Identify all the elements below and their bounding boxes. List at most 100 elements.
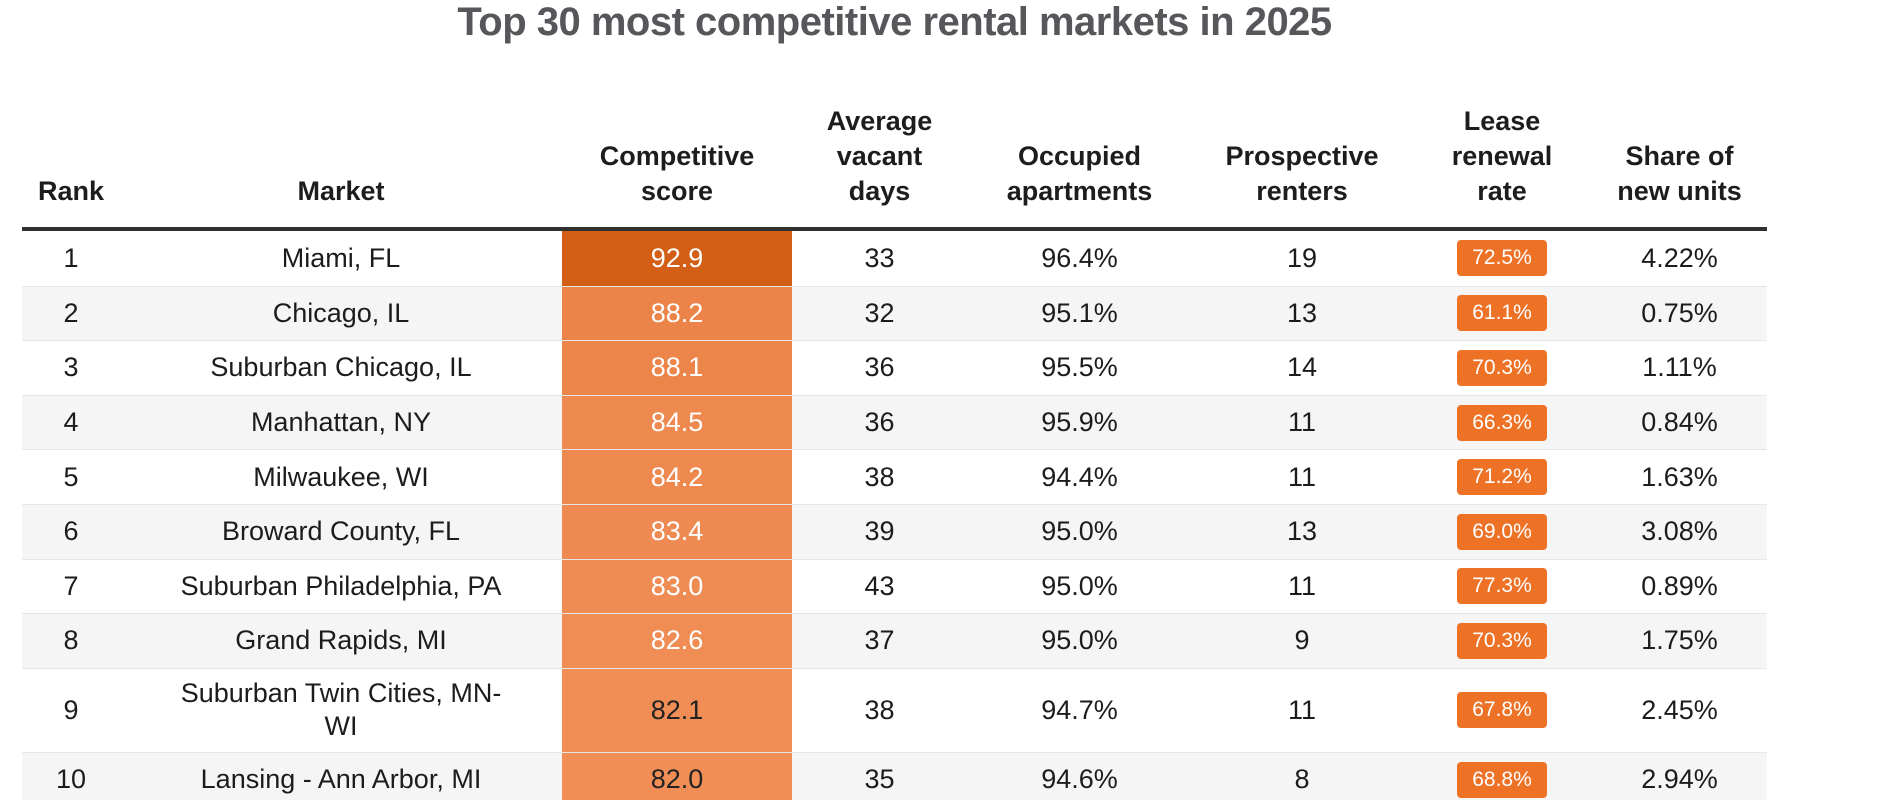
competitive-score-cell: 82.1 bbox=[562, 668, 792, 752]
occupied-apartments-cell: 95.0% bbox=[1041, 570, 1118, 601]
market-cell: Lansing - Ann Arbor, MI bbox=[200, 764, 482, 795]
share-new-units-cell: 3.08% bbox=[1641, 516, 1718, 547]
vacant-days-cell: 32 bbox=[864, 297, 895, 328]
lease-renewal-badge: 70.3% bbox=[1457, 349, 1547, 386]
lease-renewal-badge: 68.8% bbox=[1457, 761, 1547, 798]
competitive-score-cell: 83.4 bbox=[562, 504, 792, 559]
col-header-average-vacant-days: Average vacant days bbox=[826, 106, 933, 206]
lease-renewal-cell: 70.3% bbox=[1412, 614, 1592, 668]
vacant-days-cell: 43 bbox=[864, 570, 895, 601]
col-header-occupied-apartments: Occupied apartments bbox=[1006, 141, 1153, 206]
lease-renewal-cell: 66.3% bbox=[1412, 396, 1592, 450]
lease-renewal-badge: 67.8% bbox=[1457, 692, 1547, 729]
lease-renewal-badge: 69.0% bbox=[1457, 513, 1547, 550]
table-row: 3 Suburban Chicago, IL 88.1 36 95.5% 14 … bbox=[22, 340, 1767, 395]
table-row: 9 Suburban Twin Cities, MN-WI 82.1 38 94… bbox=[22, 667, 1767, 752]
rank-cell: 6 bbox=[63, 516, 79, 547]
prospective-renters-cell: 8 bbox=[1294, 764, 1310, 795]
col-header-competitive-score: Competitive score bbox=[599, 141, 755, 206]
competitive-score-cell: 83.0 bbox=[562, 559, 792, 614]
share-new-units-cell: 4.22% bbox=[1641, 242, 1718, 273]
col-header-lease-renewal-rate: Lease renewal rate bbox=[1451, 106, 1553, 206]
rank-cell: 10 bbox=[55, 764, 87, 795]
lease-renewal-badge: 72.5% bbox=[1457, 240, 1547, 277]
share-new-units-cell: 0.89% bbox=[1641, 570, 1718, 601]
table-row: 6 Broward County, FL 83.4 39 95.0% 13 69… bbox=[22, 503, 1767, 559]
market-cell: Suburban Twin Cities, MN-WI bbox=[180, 678, 502, 742]
vacant-days-cell: 36 bbox=[864, 352, 895, 383]
rank-cell: 9 bbox=[63, 694, 79, 725]
lease-renewal-cell: 67.8% bbox=[1412, 669, 1592, 752]
occupied-apartments-cell: 96.4% bbox=[1041, 242, 1118, 273]
prospective-renters-cell: 11 bbox=[1287, 461, 1317, 492]
competitive-score-cell: 92.9 bbox=[562, 231, 792, 286]
rental-markets-table: Rank Market Competitive score Average va… bbox=[22, 0, 1767, 800]
col-header-rank: Rank bbox=[37, 176, 105, 206]
table-row: 8 Grand Rapids, MI 82.6 37 95.0% 9 70.3%… bbox=[22, 613, 1767, 668]
prospective-renters-cell: 11 bbox=[1287, 407, 1317, 438]
lease-renewal-cell: 61.1% bbox=[1412, 287, 1592, 341]
table-body: 1 Miami, FL 92.9 33 96.4% 19 72.5% 4.22%… bbox=[22, 231, 1767, 800]
lease-renewal-cell: 68.8% bbox=[1412, 753, 1592, 800]
col-header-prospective-renters: Prospective renters bbox=[1225, 141, 1379, 206]
lease-renewal-badge: 66.3% bbox=[1457, 404, 1547, 441]
rank-cell: 2 bbox=[63, 297, 79, 328]
table-row: 1 Miami, FL 92.9 33 96.4% 19 72.5% 4.22% bbox=[22, 231, 1767, 286]
occupied-apartments-cell: 94.4% bbox=[1041, 461, 1118, 492]
lease-renewal-badge: 70.3% bbox=[1457, 622, 1547, 659]
vacant-days-cell: 38 bbox=[864, 461, 895, 492]
share-new-units-cell: 1.75% bbox=[1641, 625, 1718, 656]
table-header-row: Rank Market Competitive score Average va… bbox=[22, 0, 1767, 231]
rank-cell: 8 bbox=[63, 625, 79, 656]
page-title: Top 30 most competitive rental markets i… bbox=[457, 0, 1332, 44]
share-new-units-cell: 1.11% bbox=[1642, 352, 1717, 383]
col-header-market: Market bbox=[297, 176, 385, 206]
table-row: 4 Manhattan, NY 84.5 36 95.9% 11 66.3% 0… bbox=[22, 394, 1767, 450]
competitive-score-cell: 88.2 bbox=[562, 286, 792, 341]
market-cell: Broward County, FL bbox=[221, 516, 461, 547]
lease-renewal-cell: 69.0% bbox=[1412, 505, 1592, 559]
lease-renewal-badge: 77.3% bbox=[1457, 568, 1547, 605]
occupied-apartments-cell: 95.0% bbox=[1041, 516, 1118, 547]
competitive-score-cell: 84.2 bbox=[562, 450, 792, 504]
share-new-units-cell: 1.63% bbox=[1641, 461, 1718, 492]
market-cell: Grand Rapids, MI bbox=[235, 625, 447, 656]
vacant-days-cell: 36 bbox=[864, 407, 895, 438]
market-cell: Chicago, IL bbox=[272, 297, 410, 328]
rank-cell: 3 bbox=[63, 352, 79, 383]
occupied-apartments-cell: 95.9% bbox=[1041, 407, 1118, 438]
occupied-apartments-cell: 95.1% bbox=[1041, 297, 1118, 328]
lease-renewal-badge: 71.2% bbox=[1457, 459, 1547, 496]
prospective-renters-cell: 19 bbox=[1286, 242, 1318, 273]
prospective-renters-cell: 9 bbox=[1294, 625, 1310, 656]
competitive-score-cell: 84.5 bbox=[562, 395, 792, 450]
rank-cell: 5 bbox=[63, 461, 79, 492]
prospective-renters-cell: 13 bbox=[1286, 297, 1318, 328]
table-row: 10 Lansing - Ann Arbor, MI 82.0 35 94.6%… bbox=[22, 751, 1767, 800]
lease-renewal-badge: 61.1% bbox=[1457, 295, 1547, 332]
vacant-days-cell: 37 bbox=[864, 625, 895, 656]
vacant-days-cell: 39 bbox=[864, 516, 895, 547]
occupied-apartments-cell: 94.6% bbox=[1041, 764, 1118, 795]
vacant-days-cell: 35 bbox=[864, 764, 895, 795]
market-cell: Suburban Philadelphia, PA bbox=[180, 570, 502, 601]
market-cell: Miami, FL bbox=[281, 242, 401, 273]
rank-cell: 7 bbox=[63, 570, 79, 601]
vacant-days-cell: 33 bbox=[864, 242, 895, 273]
share-new-units-cell: 0.84% bbox=[1641, 407, 1718, 438]
table-row: 5 Milwaukee, WI 84.2 38 94.4% 11 71.2% 1… bbox=[22, 449, 1767, 504]
rank-cell: 1 bbox=[63, 242, 79, 273]
table-row: 7 Suburban Philadelphia, PA 83.0 43 95.0… bbox=[22, 558, 1767, 614]
col-header-share-of-new-units: Share of new units bbox=[1617, 141, 1742, 206]
market-cell: Manhattan, NY bbox=[250, 407, 432, 438]
prospective-renters-cell: 11 bbox=[1287, 570, 1317, 601]
prospective-renters-cell: 14 bbox=[1286, 352, 1318, 383]
share-new-units-cell: 2.94% bbox=[1641, 764, 1718, 795]
rank-cell: 4 bbox=[63, 407, 79, 438]
lease-renewal-cell: 70.3% bbox=[1412, 341, 1592, 395]
prospective-renters-cell: 13 bbox=[1286, 516, 1318, 547]
share-new-units-cell: 2.45% bbox=[1641, 694, 1718, 725]
prospective-renters-cell: 11 bbox=[1287, 694, 1317, 725]
table-row: 2 Chicago, IL 88.2 32 95.1% 13 61.1% 0.7… bbox=[22, 285, 1767, 341]
